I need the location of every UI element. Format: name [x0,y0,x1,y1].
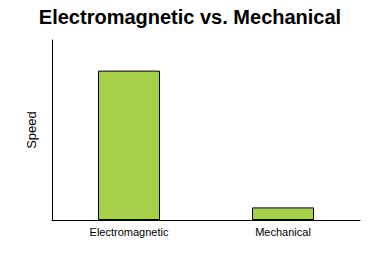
svg-text:Electromagnetic: Electromagnetic [90,226,169,238]
svg-text:Speed: Speed [24,111,39,149]
svg-text:Mechanical: Mechanical [255,226,311,238]
svg-text:Electromagnetic vs. Mechanical: Electromagnetic vs. Mechanical [39,6,341,28]
